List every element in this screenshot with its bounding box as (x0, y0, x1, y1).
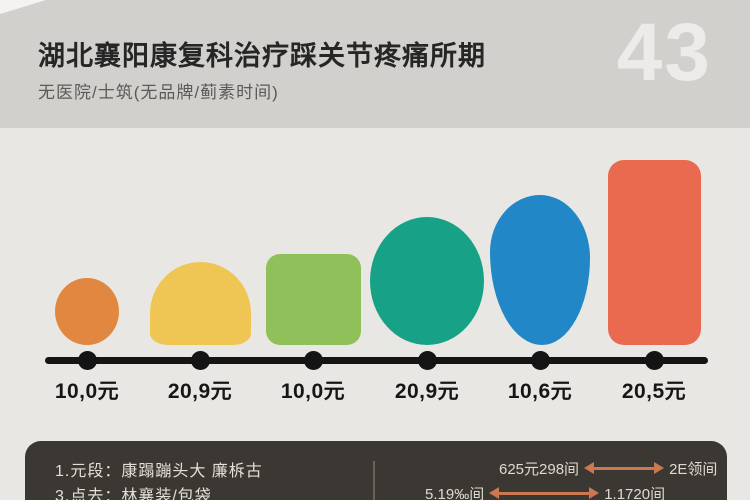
axis-dot (417, 351, 437, 370)
double-arrow-icon (489, 487, 600, 499)
axis-dot (190, 351, 210, 370)
axis-dot (77, 351, 97, 370)
range-to: 2E领间 (669, 461, 718, 478)
axis-dot (644, 351, 664, 370)
range-row: 5.19‰间 1.1720间 (397, 481, 727, 500)
header-band: 湖北襄阳康复科治疗踩关节疼痛所期 无医院/士筑(无品牌/蓟素时间) 43 (0, 0, 750, 128)
footer-note-line: 1.元段：康蹋蹦头大 廉柝古 (55, 463, 263, 480)
chart-shape-circle (55, 278, 119, 345)
axis-label: 10,0元 (54, 380, 120, 403)
chart-shape-dome (149, 262, 251, 345)
page-corner-decoration (0, 0, 46, 14)
axis-dot (530, 351, 550, 370)
chart-shape-ellipse (370, 217, 484, 345)
double-arrow-icon (584, 462, 665, 474)
axis-label: 20,9元 (394, 380, 460, 403)
axis-label: 20,5元 (621, 380, 687, 403)
timeline-axis (45, 357, 708, 364)
footer-note-line: 3.点去：林襄装/包袋 (55, 488, 212, 500)
footer-notes: 1.元段：康蹋蹦头大 廉柝古 3.点去：林襄装/包袋 (55, 459, 263, 500)
axis-dot (303, 351, 323, 370)
range-to: 1.1720间 (604, 486, 666, 500)
chart-shape-rounded-bar (607, 160, 701, 345)
axis-label: 20,9元 (167, 380, 233, 403)
footer-panel: 1.元段：康蹋蹦头大 廉柝古 3.点去：林襄装/包袋 625元298间 2E领间… (25, 441, 727, 500)
range-from: 5.19‰间 (425, 486, 485, 500)
range-row: 625元298间 2E领间 (397, 456, 727, 481)
footer-divider (373, 461, 375, 500)
page-subtitle: 无医院/士筑(无品牌/蓟素时间) (38, 83, 279, 102)
page-number-badge: 43 (616, 7, 712, 98)
chart-shape-blob (490, 195, 590, 345)
axis-label: 10,6元 (507, 380, 573, 403)
footer-ranges: 625元298间 2E领间 5.19‰间 1.1720间 (397, 456, 727, 500)
page-title: 湖北襄阳康复科治疗踩关节疼痛所期 (38, 41, 486, 71)
chart-shape-rounded-square (265, 254, 361, 345)
axis-label: 10,0元 (280, 380, 346, 403)
range-from: 625元298间 (499, 461, 580, 478)
